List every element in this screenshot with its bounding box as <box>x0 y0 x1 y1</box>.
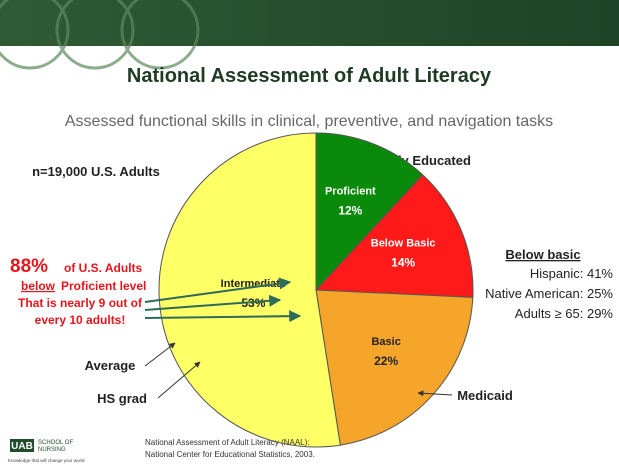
pie-slice <box>158 132 341 448</box>
header-decoration <box>0 0 200 70</box>
pie-slice <box>315 289 474 446</box>
slice-label: Proficient <box>325 185 376 197</box>
below-basic-line: Adults ≥ 65: 29% <box>515 306 614 321</box>
arrow <box>144 342 176 367</box>
logo-text: SCHOOL OF <box>38 440 73 446</box>
medicaid-label: Medicaid <box>457 388 513 403</box>
logo-tagline: Knowledge that will change your world <box>8 458 85 463</box>
callout-percent: 88% <box>10 256 48 277</box>
below-basic-line: Hispanic: 41% <box>530 266 614 281</box>
slice-value: 12% <box>338 203 362 217</box>
callout-text: Proficient level <box>61 279 146 293</box>
logo-block <box>10 439 34 452</box>
slice-value: 14% <box>391 255 415 269</box>
logo-text: NURSING <box>38 447 66 453</box>
slice-label: Intermediate <box>221 278 286 290</box>
pie-slice <box>315 132 424 292</box>
callout-text: That is nearly 9 out of <box>18 296 143 310</box>
slice-label: Basic <box>371 336 400 348</box>
footer-text: National Assessment of Adult Literacy (N… <box>145 438 310 447</box>
below-basic-heading: Below basic <box>505 247 580 262</box>
header-band <box>0 0 619 46</box>
arrow <box>417 390 453 397</box>
callout-text: below <box>21 279 56 293</box>
callout-text: of U.S. Adults <box>64 261 143 275</box>
logo-mark: UAB <box>11 441 33 452</box>
slice-label: Below Basic <box>371 237 436 249</box>
pie-slice <box>314 174 474 298</box>
below-basic-line: Native American: 25% <box>485 286 613 301</box>
pie: Proficient 12% Below Basic 14% Basic 22% Inter… <box>158 132 474 448</box>
slide-title: National Assessment of Adult Literacy <box>127 65 492 87</box>
slice-value: 22% <box>374 354 398 368</box>
average-label: Average <box>85 358 136 373</box>
hs-grad-label: HS grad <box>97 391 147 406</box>
callout-text: every 10 adults! <box>35 313 126 327</box>
subtitle: Assessed functional skills in clinical, … <box>65 113 553 130</box>
footer-text: National Center for Educational Statisti… <box>145 450 315 459</box>
arrow <box>157 361 201 399</box>
sample-size: n=19,000 U.S. Adults <box>32 164 160 179</box>
callout-arrows <box>144 277 302 323</box>
